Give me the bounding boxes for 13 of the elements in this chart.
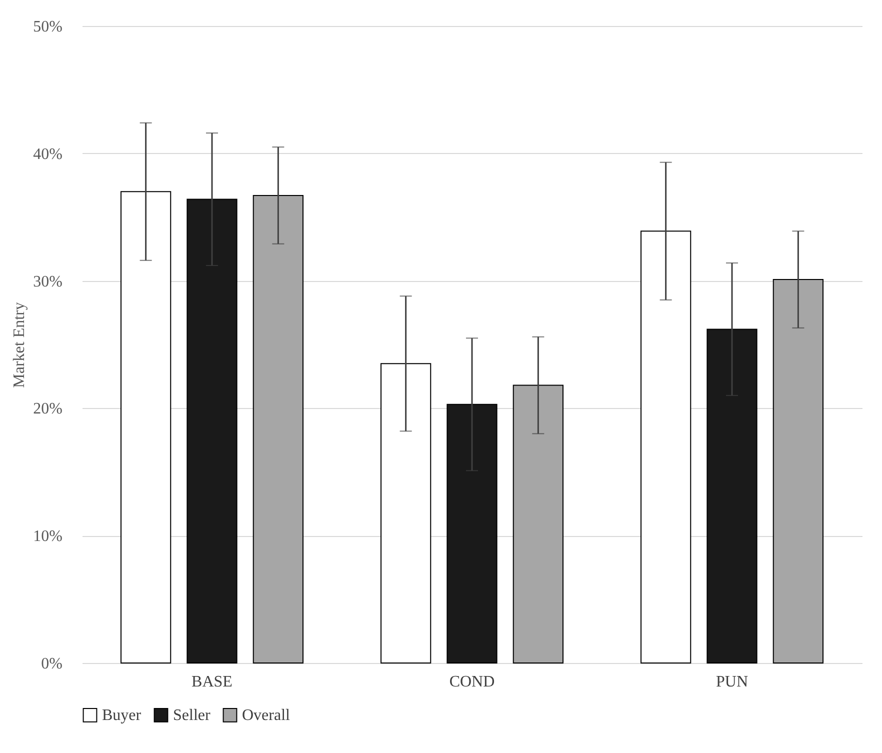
y-tick-label: 30%: [33, 273, 62, 290]
y-tick-label: 40%: [33, 146, 62, 163]
x-tick-label: PUN: [716, 674, 748, 690]
legend-label: Buyer: [102, 707, 142, 724]
y-tick-label: 0%: [41, 656, 62, 672]
y-tick-label: 50%: [33, 18, 62, 36]
x-tick-label: BASE: [192, 674, 232, 690]
legend-label: Seller: [173, 707, 211, 724]
x-tick-label: COND: [449, 674, 495, 690]
y-tick-label: 10%: [33, 528, 62, 546]
y-axis-title: Market Entry: [11, 302, 28, 388]
legend-label: Overall: [242, 707, 291, 724]
y-tick-label: 20%: [33, 400, 62, 418]
